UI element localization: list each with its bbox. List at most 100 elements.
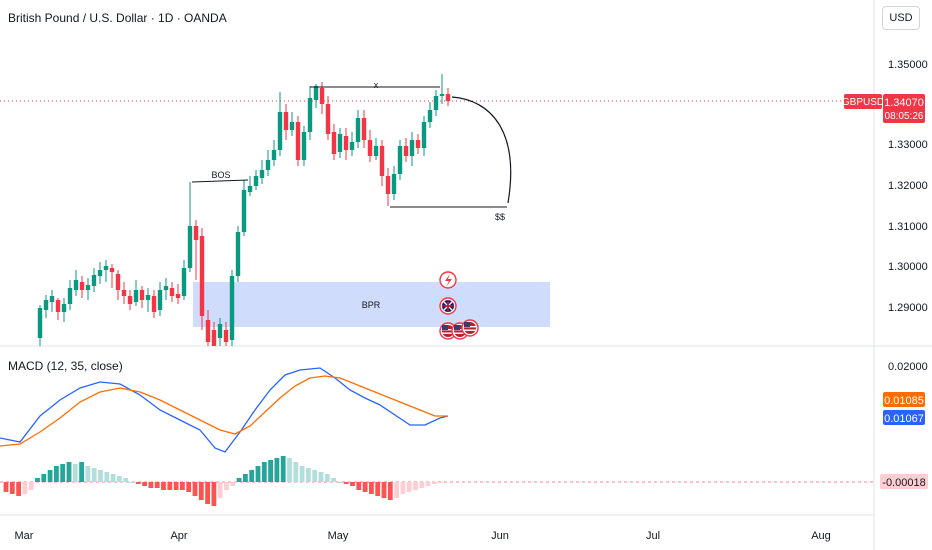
histogram-bar <box>60 464 66 482</box>
histogram-bar <box>312 470 318 482</box>
histogram-bar <box>331 478 336 482</box>
price-tick-label: 1.30000 <box>888 261 928 273</box>
candle <box>91 268 97 292</box>
candle <box>283 104 289 140</box>
candle <box>211 322 217 346</box>
candle <box>169 282 175 302</box>
projection-curve[interactable] <box>451 96 512 204</box>
histogram-bar <box>406 482 412 492</box>
equal-highs-label: x <box>374 80 379 90</box>
candle <box>439 74 445 104</box>
candle <box>421 116 427 156</box>
candle <box>391 166 397 200</box>
histogram-bar <box>173 482 179 490</box>
histogram-bar <box>117 476 122 482</box>
price-tag-symbol: GBPUSD <box>842 97 884 108</box>
us-flag-icon[interactable] <box>439 322 457 340</box>
candle <box>181 260 187 300</box>
candle <box>199 228 205 330</box>
histogram-bar <box>110 474 116 482</box>
histogram-bar <box>142 482 147 486</box>
candle <box>205 310 211 346</box>
histogram-bar <box>79 462 84 482</box>
histogram-bar <box>299 466 305 482</box>
histogram-bar <box>104 472 110 482</box>
candle <box>397 140 403 180</box>
bpr-zone[interactable] <box>193 282 550 327</box>
histogram-bar <box>350 482 355 486</box>
candle <box>175 284 181 304</box>
histogram-bar <box>9 482 15 494</box>
lightning-icon[interactable] <box>439 271 457 289</box>
candle <box>367 130 373 162</box>
histogram-bar <box>28 482 34 490</box>
currency-button[interactable]: USD <box>882 6 920 30</box>
uk-flag-icon[interactable] <box>439 297 457 315</box>
histogram-bar <box>72 464 78 482</box>
candle <box>427 102 433 128</box>
candle <box>103 260 109 282</box>
histogram-bar <box>413 482 418 490</box>
us-flag-icon[interactable] <box>461 319 479 337</box>
time-tick-label: Jun <box>491 530 509 542</box>
price-tag-value: 1.34070 <box>884 97 924 109</box>
candle <box>349 132 355 156</box>
time-tick-label: Jul <box>646 530 660 542</box>
candle <box>295 116 301 166</box>
candle <box>385 168 391 206</box>
histogram-bar <box>161 482 166 490</box>
histogram-bar <box>54 466 59 482</box>
histogram-bar <box>129 482 135 483</box>
histogram-bar <box>135 482 141 484</box>
macd-title[interactable]: MACD (12, 35, close) <box>8 359 123 373</box>
histogram-bar <box>394 482 399 498</box>
hist-value-tag: -0.00018 <box>880 474 928 489</box>
histogram-bar <box>198 482 204 500</box>
candle <box>217 318 223 346</box>
current-price-tag[interactable]: GBPUSD 1.34070 08:05:26 <box>842 94 925 123</box>
histogram-bar <box>280 456 286 482</box>
histogram-bar <box>148 482 154 488</box>
bpr-label: BPR <box>362 300 381 310</box>
price-tick-label: 1.35000 <box>888 59 928 71</box>
candle <box>55 298 61 320</box>
histogram-bar <box>432 482 437 484</box>
macd-value-tag: 0.01067 <box>883 410 925 425</box>
candle <box>271 140 277 166</box>
candle <box>79 276 85 298</box>
candle <box>97 262 103 284</box>
candle <box>157 282 163 316</box>
candle <box>37 305 43 346</box>
liquidity-label: $$ <box>495 212 505 222</box>
histogram-bar <box>154 482 160 488</box>
histogram-bar <box>243 474 248 482</box>
candle <box>289 112 295 136</box>
hist-value: -0.00018 <box>882 477 925 489</box>
time-tick-label: Apr <box>170 530 187 542</box>
bos-label: BOS <box>211 170 230 180</box>
candle <box>445 88 451 106</box>
candle <box>415 134 421 154</box>
price-tag-countdown: 08:05:26 <box>885 111 924 122</box>
candle <box>163 278 169 300</box>
candle <box>253 170 259 190</box>
histogram-bar <box>306 468 311 482</box>
candlesticks <box>37 74 451 346</box>
bos-line[interactable] <box>191 179 249 183</box>
candle <box>115 270 121 300</box>
histogram-bar <box>337 482 343 483</box>
candle <box>43 295 49 318</box>
histogram-bar <box>91 468 97 482</box>
candle <box>121 282 127 304</box>
candle <box>355 110 361 148</box>
candle <box>277 92 283 156</box>
histogram-bar <box>3 482 9 492</box>
histogram-bar <box>387 482 393 500</box>
macd-value: 0.01067 <box>884 413 924 425</box>
histogram-bar <box>425 482 431 486</box>
candle <box>133 280 139 306</box>
candle <box>151 290 157 318</box>
histogram-bar <box>41 474 47 482</box>
time-tick-label: Aug <box>811 530 831 542</box>
